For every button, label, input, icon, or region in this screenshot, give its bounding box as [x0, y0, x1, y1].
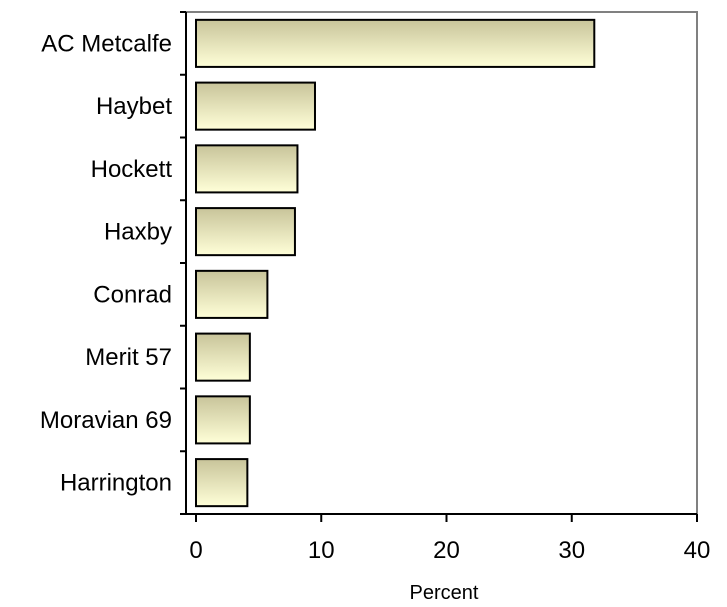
bar-hockett [195, 144, 299, 194]
x-tick-label: 30 [558, 537, 585, 564]
category-label: Haxby [104, 219, 172, 246]
x-tick-label: 40 [684, 537, 711, 564]
x-axis: 0 10 20 30 40 [186, 513, 711, 564]
bar-ac-metcalfe [195, 18, 596, 68]
bar-haxby [195, 207, 296, 257]
category-label: Conrad [93, 281, 172, 308]
bar-harrington [195, 458, 249, 508]
bar-merit-57 [195, 332, 251, 382]
category-label: Merit 57 [85, 344, 172, 371]
x-tick-label: 10 [308, 537, 335, 564]
bar-conrad [195, 269, 269, 319]
x-tick-label: 0 [189, 537, 202, 564]
category-label: AC Metcalfe [41, 30, 172, 57]
category-label: Haybet [96, 93, 172, 120]
y-axis: AC Metcalfe Haybet Hockett Haxby Conrad Merit… [40, 11, 187, 515]
category-label: Hockett [91, 156, 173, 183]
bar-haybet [195, 81, 316, 131]
category-label: Harrington [60, 470, 172, 497]
category-label: Moravian 69 [40, 407, 172, 434]
x-axis-title: Percent [410, 582, 479, 604]
bar-moravian-69 [195, 395, 251, 445]
x-tick-label: 20 [433, 537, 460, 564]
bars [195, 18, 596, 508]
